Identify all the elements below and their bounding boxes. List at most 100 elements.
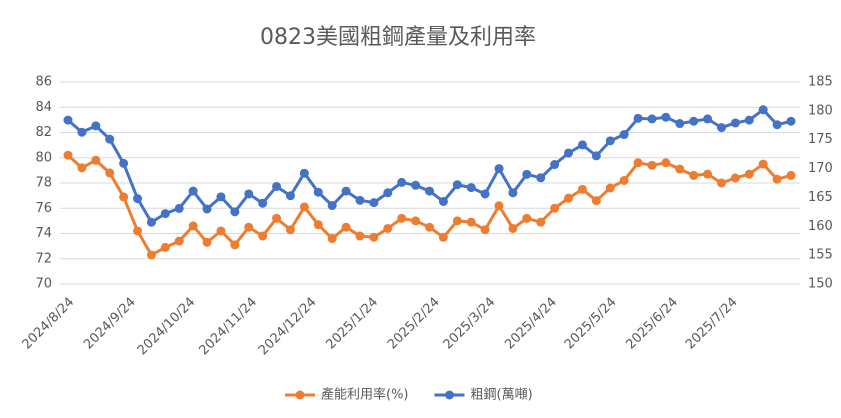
point (703, 169, 713, 179)
point (744, 115, 754, 125)
point (146, 217, 156, 227)
point (341, 186, 351, 196)
point (480, 189, 490, 199)
point (285, 191, 295, 201)
y-tick-label: 78 (35, 176, 52, 191)
x-tick-label: 2024/12/24 (256, 295, 320, 359)
point (188, 221, 198, 231)
point (244, 189, 254, 199)
point (244, 222, 254, 232)
point (216, 226, 226, 236)
point (91, 155, 101, 165)
legend-label: 粗鋼(萬噸) (471, 388, 533, 403)
point (63, 150, 73, 160)
point (313, 187, 323, 197)
x-tick-label: 2025/3/24 (441, 295, 499, 353)
point (536, 217, 546, 227)
point (564, 193, 574, 203)
point (619, 175, 629, 185)
y-tick-label: 70 (35, 277, 52, 292)
x-tick-label: 2025/2/24 (385, 295, 443, 353)
point (480, 225, 490, 235)
y2-tick-label: 170 (808, 161, 833, 176)
y-tick-label: 76 (35, 201, 52, 216)
point (355, 195, 365, 205)
point (522, 169, 532, 179)
point (105, 134, 115, 144)
point (619, 130, 629, 140)
x-tick-label: 2025/6/24 (623, 295, 681, 353)
y-tick-label: 86 (35, 75, 52, 90)
point (772, 120, 782, 130)
point (411, 180, 421, 190)
point (299, 168, 309, 178)
point (327, 201, 337, 211)
point (730, 173, 740, 183)
legend-marker (445, 390, 454, 400)
y2-tick-label: 180 (808, 103, 833, 118)
point (744, 169, 754, 179)
point (327, 234, 337, 244)
point (605, 183, 615, 193)
point (577, 184, 587, 194)
point (647, 114, 657, 124)
point (174, 203, 184, 213)
point (675, 164, 685, 174)
point (133, 194, 143, 204)
point (689, 170, 699, 180)
x-tick-label: 2025/5/24 (562, 295, 620, 353)
point (313, 220, 323, 230)
point (452, 180, 462, 190)
point (772, 174, 782, 184)
x-tick-label: 2024/9/24 (81, 295, 139, 353)
point (174, 236, 184, 246)
point (438, 196, 448, 206)
point (202, 237, 212, 247)
x-tick-label: 2024/11/24 (196, 295, 260, 359)
point (77, 127, 87, 137)
point (63, 115, 73, 125)
y2-tick-label: 155 (808, 248, 833, 263)
x-tick-label: 2024/10/24 (135, 295, 199, 359)
point (703, 114, 713, 124)
legend-marker (295, 390, 305, 400)
point (675, 119, 685, 129)
x-tick-label: 2025/1/24 (323, 295, 381, 353)
point (591, 196, 601, 206)
point (216, 192, 226, 202)
point (550, 160, 560, 170)
point (397, 177, 407, 187)
x-tick-label: 2025/7/24 (683, 295, 741, 353)
point (633, 158, 643, 168)
y2-tick-label: 165 (808, 190, 833, 205)
point (119, 158, 129, 168)
point (494, 164, 504, 174)
point (425, 186, 434, 196)
point (716, 123, 726, 133)
point (452, 216, 462, 226)
point (160, 242, 170, 252)
point (119, 192, 129, 202)
point (133, 226, 143, 236)
chart-title: 0823美國粗鋼產量及利用率 (260, 25, 536, 50)
point (438, 232, 448, 242)
y2-tick-label: 175 (808, 132, 833, 147)
point (689, 116, 699, 126)
y-tick-label: 80 (35, 150, 52, 165)
point (536, 173, 546, 183)
x-tick-label: 2024/8/24 (20, 295, 78, 353)
point (160, 209, 170, 219)
point (508, 223, 518, 233)
point (369, 198, 379, 208)
point (647, 160, 657, 170)
point (466, 183, 476, 193)
point (730, 118, 740, 128)
point (355, 231, 365, 241)
y2-tick-label: 150 (808, 277, 833, 292)
point (758, 159, 768, 169)
point (564, 148, 574, 158)
point (146, 250, 156, 260)
point (494, 201, 504, 211)
point (272, 213, 282, 223)
